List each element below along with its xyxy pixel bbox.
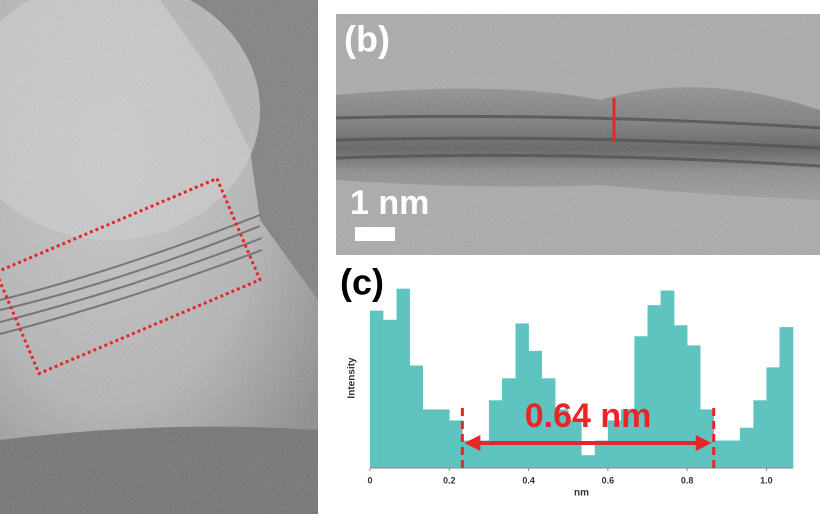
bar <box>555 409 569 468</box>
bar <box>660 290 675 468</box>
bar <box>620 409 635 468</box>
y-axis-label: Intensity <box>347 357 358 399</box>
bar <box>713 440 728 468</box>
bar <box>739 427 754 468</box>
bar <box>370 310 384 468</box>
bar <box>634 336 648 468</box>
bar <box>515 323 529 468</box>
bar <box>462 440 477 468</box>
arrow-head <box>695 435 712 451</box>
x-tick-label: 0.6 <box>602 475 615 485</box>
bar <box>779 327 794 468</box>
x-tick-label: 0.8 <box>681 475 694 485</box>
scale-bar-label: 1 nm <box>350 184 429 222</box>
bar <box>700 409 715 468</box>
x-tick-label: 0.4 <box>522 475 535 485</box>
annotation-label: 0.64 nm <box>525 397 652 435</box>
bar <box>422 409 437 468</box>
bar <box>383 319 397 468</box>
bar <box>581 455 596 468</box>
tem-image-b: (b) 1 nm <box>336 14 820 255</box>
arrow-head <box>464 435 481 451</box>
bar <box>753 400 767 468</box>
tem-image-a <box>0 0 318 514</box>
bar <box>488 400 503 468</box>
bar <box>449 420 463 468</box>
bar <box>409 365 424 468</box>
bar <box>766 367 780 468</box>
panel-label: (c) <box>340 262 384 303</box>
x-tick-label: 0 <box>367 475 372 485</box>
bar <box>528 350 542 468</box>
bar <box>396 288 410 468</box>
x-tick-label: 0.2 <box>443 475 456 485</box>
bar <box>726 440 741 468</box>
panel-label: (b) <box>344 19 390 60</box>
bar <box>647 305 661 468</box>
bar <box>594 440 609 468</box>
x-axis-label: nm <box>574 488 589 499</box>
bar <box>436 409 450 468</box>
x-tick-label: 1.0 <box>760 475 773 485</box>
bar <box>687 345 701 468</box>
bar <box>502 378 516 468</box>
bar <box>674 325 688 468</box>
bar <box>541 378 556 468</box>
